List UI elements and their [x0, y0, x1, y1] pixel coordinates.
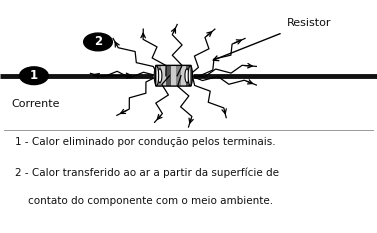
Bar — [166, 66, 172, 86]
Bar — [161, 66, 167, 86]
Text: Corrente: Corrente — [11, 99, 60, 109]
Text: 2 - Calor transferido ao ar a partir da superfície de: 2 - Calor transferido ao ar a partir da … — [15, 168, 279, 178]
Circle shape — [20, 67, 48, 85]
Ellipse shape — [154, 66, 159, 86]
Bar — [181, 66, 186, 86]
Bar — [171, 66, 176, 86]
Ellipse shape — [185, 69, 189, 83]
Text: 1: 1 — [30, 69, 38, 82]
Ellipse shape — [158, 69, 162, 83]
Bar — [176, 66, 181, 86]
Ellipse shape — [188, 66, 193, 86]
Bar — [156, 66, 162, 86]
Text: 2: 2 — [94, 35, 102, 48]
Text: 1 - Calor eliminado por condução pelos terminais.: 1 - Calor eliminado por condução pelos t… — [15, 137, 276, 147]
Circle shape — [84, 33, 112, 51]
Bar — [185, 66, 191, 86]
Text: Resistor: Resistor — [287, 18, 331, 28]
Text: contato do componente com o meio ambiente.: contato do componente com o meio ambient… — [15, 196, 273, 206]
